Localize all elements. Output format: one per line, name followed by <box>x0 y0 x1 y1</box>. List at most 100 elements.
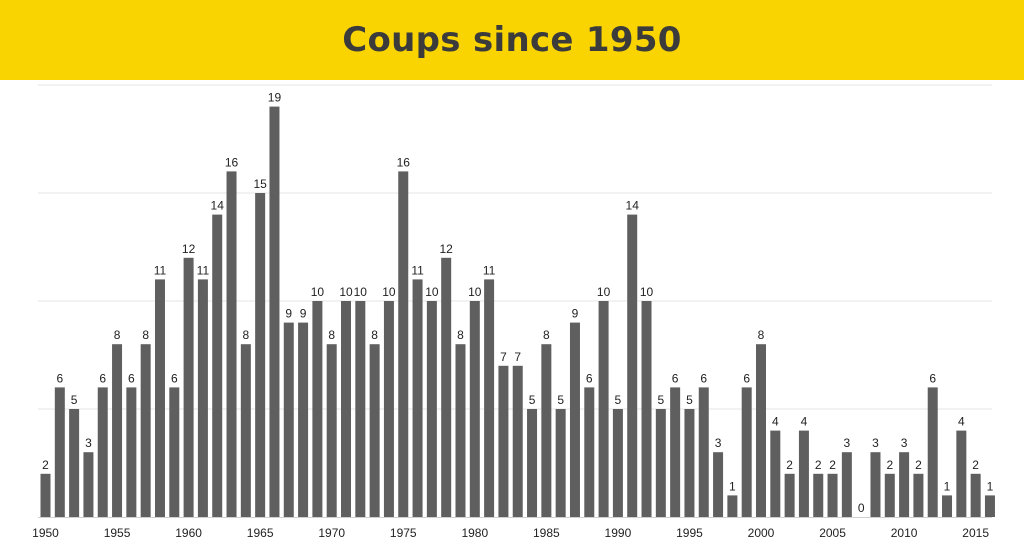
bar-1980 <box>469 301 480 517</box>
bar-2003 <box>798 430 809 517</box>
data-label-1996: 6 <box>700 371 707 385</box>
bar-1972 <box>355 301 366 517</box>
bar-2001 <box>770 430 781 517</box>
bar-1971 <box>341 301 352 517</box>
bar-1961 <box>197 279 208 517</box>
bar-1962 <box>212 214 223 517</box>
x-tick-label: 2005 <box>819 526 846 540</box>
bar-1992 <box>641 301 652 517</box>
bar-2009 <box>884 473 895 517</box>
data-label-1955: 8 <box>114 328 121 342</box>
x-tick-label: 1990 <box>605 526 632 540</box>
bar-2008 <box>870 452 881 517</box>
bar-1956 <box>126 387 137 517</box>
data-label-1965: 15 <box>253 177 267 191</box>
data-label-1990: 5 <box>615 393 622 407</box>
data-label-1961: 11 <box>197 263 210 277</box>
bar-1978 <box>441 257 452 517</box>
data-label-1994: 6 <box>672 371 679 385</box>
bar-2013 <box>942 495 953 517</box>
bar-1964 <box>240 344 251 517</box>
data-label-1993: 5 <box>657 393 664 407</box>
data-label-1989: 10 <box>597 285 611 299</box>
data-label-1987: 9 <box>572 307 579 321</box>
x-tick-label: 1950 <box>32 526 59 540</box>
data-label-1983: 7 <box>514 350 521 364</box>
data-label-1966: 19 <box>268 91 282 105</box>
data-label-1970: 8 <box>328 328 335 342</box>
bar-1986 <box>555 409 566 517</box>
bar-1988 <box>584 387 595 517</box>
data-label-1959: 6 <box>171 371 178 385</box>
data-label-2007: 0 <box>858 501 865 515</box>
x-tick-label: 1960 <box>175 526 202 540</box>
bar-2004 <box>813 473 824 517</box>
bar-1969 <box>312 301 323 517</box>
bar-1994 <box>670 387 681 517</box>
bar-2016 <box>984 495 995 517</box>
data-label-2010: 3 <box>901 436 908 450</box>
bar-2012 <box>927 387 938 517</box>
data-label-1977: 10 <box>425 285 439 299</box>
data-label-1985: 8 <box>543 328 550 342</box>
x-axis-ticks: 1950 1955 1960 1965 1970 1975 1980 1985 1990 1995… <box>32 526 989 540</box>
data-label-2016: 1 <box>987 479 994 493</box>
data-label-1984: 5 <box>529 393 536 407</box>
data-label-1980: 10 <box>468 285 482 299</box>
bar-1966 <box>269 106 280 517</box>
data-label-2006: 3 <box>844 436 851 450</box>
data-label-1963: 16 <box>225 155 239 169</box>
bar-1997 <box>713 452 724 517</box>
bar-1993 <box>655 409 666 517</box>
data-label-1968: 9 <box>300 307 307 321</box>
data-label-2009: 2 <box>886 458 893 472</box>
chart-area: 2 6 5 3 6 8 6 8 11 6 12 11 14 16 8 15 19 9 9 10 8 10 10 8 10 16 11… <box>0 80 1024 546</box>
data-label-1975: 16 <box>397 155 411 169</box>
bar-1954 <box>97 387 108 517</box>
bar-1958 <box>154 279 165 517</box>
data-label-1952: 5 <box>71 393 78 407</box>
x-tick-label: 1980 <box>461 526 488 540</box>
bar-1960 <box>183 257 194 517</box>
data-label-1964: 8 <box>242 328 249 342</box>
title-banner: Coups since 1950 <box>0 0 1024 80</box>
data-label-1974: 10 <box>382 285 396 299</box>
data-label-1999: 6 <box>743 371 750 385</box>
bar-1952 <box>69 409 80 517</box>
bar-2014 <box>956 430 967 517</box>
bar-1973 <box>369 344 380 517</box>
data-label-2014: 4 <box>958 415 965 429</box>
bar-1982 <box>498 365 509 517</box>
bar-2000 <box>756 344 766 517</box>
x-tick-label: 2000 <box>748 526 775 540</box>
data-label-1979: 8 <box>457 328 464 342</box>
bar-1963 <box>226 171 237 517</box>
bar-1976 <box>412 279 423 517</box>
data-label-2001: 4 <box>772 415 779 429</box>
x-tick-label: 2010 <box>891 526 918 540</box>
bar-1974 <box>383 301 394 517</box>
data-label-1976: 11 <box>411 263 424 277</box>
data-label-1960: 12 <box>182 242 196 256</box>
chart-title: Coups since 1950 <box>342 20 682 60</box>
bar-1968 <box>298 322 309 517</box>
bar-1985 <box>541 344 552 517</box>
gridlines <box>38 84 992 518</box>
bar-1998 <box>727 495 738 517</box>
data-label-1958: 11 <box>154 263 167 277</box>
bar-1955 <box>112 344 123 517</box>
bars <box>40 106 995 517</box>
data-label-1971: 10 <box>339 285 353 299</box>
data-label-1950: 2 <box>42 458 49 472</box>
x-tick-label: 1970 <box>318 526 345 540</box>
x-tick-label: 1995 <box>676 526 703 540</box>
x-tick-label: 1985 <box>533 526 560 540</box>
bar-2005 <box>827 473 838 517</box>
bar-2010 <box>899 452 910 517</box>
bar-2002 <box>784 473 795 517</box>
data-label-2003: 4 <box>801 415 808 429</box>
data-label-2011: 2 <box>915 458 922 472</box>
data-label-1998: 1 <box>729 479 736 493</box>
